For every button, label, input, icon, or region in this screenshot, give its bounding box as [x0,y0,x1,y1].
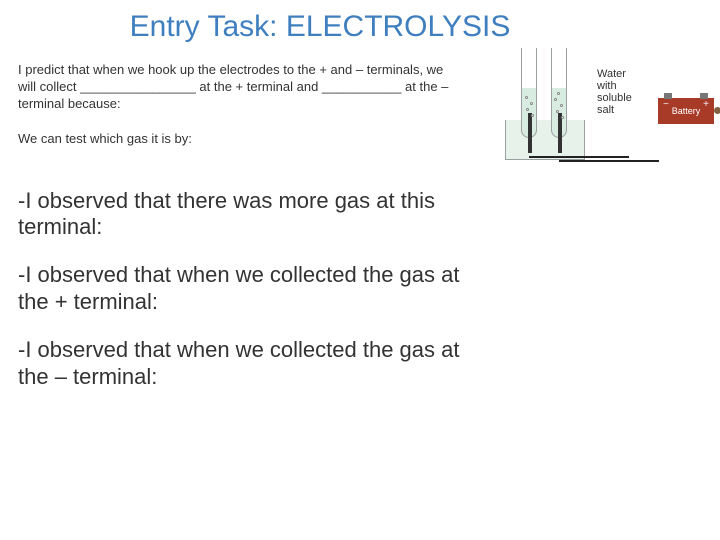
bubble-icon [554,98,557,101]
page-title: Entry Task: ELECTROLYSIS [0,0,720,44]
battery-post-pos [700,93,708,99]
bubble-icon [557,92,560,95]
electrode-left [528,113,532,153]
tube-right [551,48,567,138]
battery-label: Battery [672,106,701,116]
battery-neg-sign: − [663,99,669,110]
observation-2: -I observed that when we collected the g… [0,262,720,315]
battery-pos-sign: + [703,99,709,110]
bubble-icon [531,114,534,117]
battery-post-neg [664,93,672,99]
wire [529,156,629,158]
observation-3: -I observed that when we collected the g… [0,337,720,390]
beaker [505,120,585,160]
bubble-icon [560,104,563,107]
electrolysis-diagram: Water with soluble salt − + Battery [489,48,714,198]
water-label: Water with soluble salt [597,68,647,116]
battery-dot-icon [714,107,720,114]
bubble-icon [526,108,529,111]
battery: − + Battery [658,98,714,124]
bubble-icon [530,102,533,105]
bubble-icon [556,110,559,113]
electrode-right [558,113,562,153]
bubble-icon [561,116,564,119]
wire [559,160,659,162]
tube-left [521,48,537,138]
bubble-icon [525,96,528,99]
